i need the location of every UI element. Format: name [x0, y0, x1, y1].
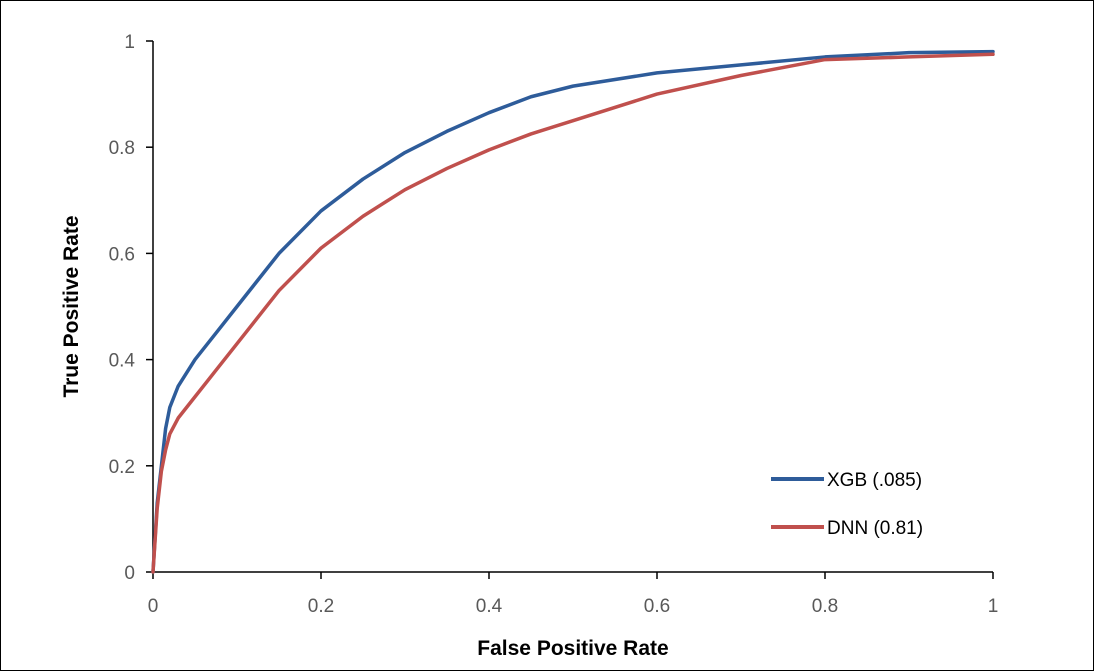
- y-tick-label: 0.8: [109, 138, 135, 159]
- x-tick-label: 0.8: [812, 596, 838, 617]
- y-axis-title: True Positive Rate: [60, 215, 83, 397]
- x-ticks: 0 0.2 0.4 0.6 0.8 1: [148, 572, 999, 617]
- series-layer: [151, 49, 995, 574]
- y-tick-label: 0.4: [109, 351, 136, 372]
- y-tick-label: 1: [124, 32, 135, 53]
- x-tick-label: 0.2: [308, 596, 334, 617]
- series-line-dnn: [151, 52, 995, 574]
- y-tick-label: 0: [124, 563, 135, 584]
- x-tick-label: 0: [148, 596, 159, 617]
- axes: [152, 41, 993, 573]
- y-tick-label: 0.6: [109, 244, 135, 265]
- y-tick-label: 0.2: [109, 457, 135, 478]
- legend-label-dnn: DNN (0.81): [827, 518, 923, 539]
- x-axis-title: False Positive Rate: [477, 637, 668, 660]
- legend-label-xgb: XGB (.085): [827, 470, 922, 491]
- legend: XGB (.085) DNN (0.81): [771, 470, 923, 539]
- series-line-xgb: [151, 49, 995, 574]
- x-tick-label: 0.6: [644, 596, 670, 617]
- x-tick-label: 1: [988, 596, 999, 617]
- y-ticks: 0 0.2 0.4 0.6 0.8 1: [109, 32, 153, 584]
- x-tick-label: 0.4: [476, 596, 503, 617]
